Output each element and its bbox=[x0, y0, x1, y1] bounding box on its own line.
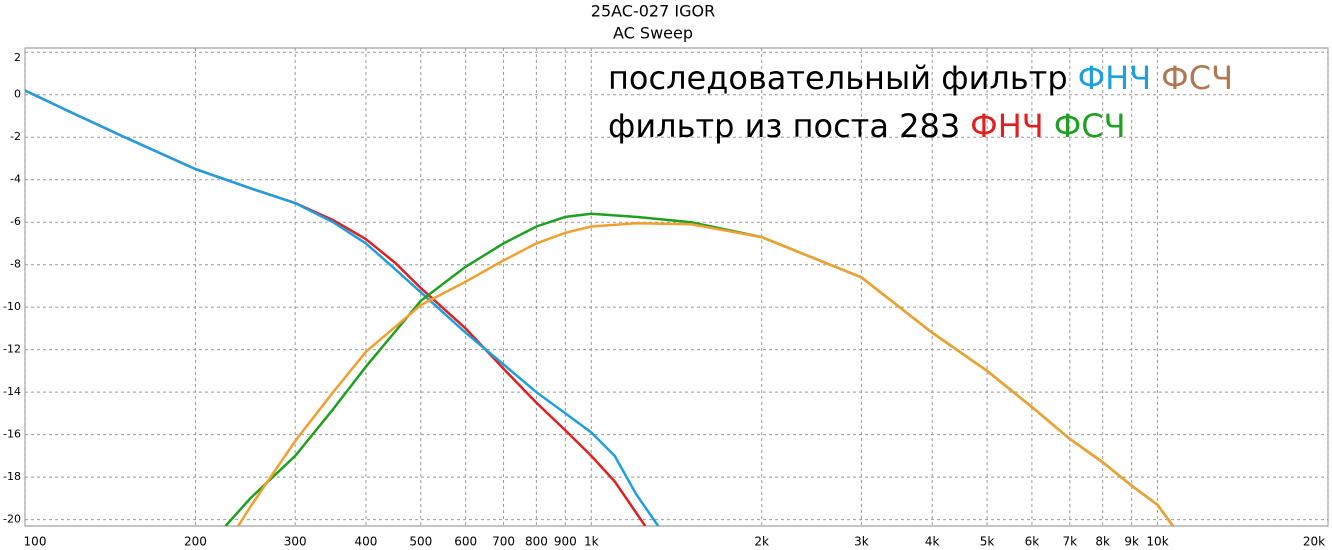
annotation: фильтр из поста 283 ФНЧ ФСЧ bbox=[608, 107, 1126, 145]
series-line bbox=[25, 89, 647, 526]
y-tick-label: 2 bbox=[14, 51, 21, 64]
series-line bbox=[25, 89, 660, 526]
chart-title: 25AC-027 IGOR bbox=[591, 2, 715, 21]
annotation-part: ФСЧ bbox=[1054, 107, 1126, 145]
series-line bbox=[237, 222, 1175, 526]
x-tick-label: 8k bbox=[1095, 535, 1110, 549]
y-tick-label: -12 bbox=[3, 343, 21, 356]
y-tick-label: -4 bbox=[10, 173, 21, 186]
x-tick-label: 700 bbox=[492, 535, 515, 549]
x-tick-label: 3k bbox=[854, 535, 869, 549]
x-tick-label: 800 bbox=[525, 535, 548, 549]
x-tick-label: 400 bbox=[354, 535, 377, 549]
x-tick-label: 20k bbox=[1303, 535, 1325, 549]
y-tick-label: -2 bbox=[10, 130, 21, 143]
x-tick-label: 1k bbox=[584, 535, 599, 549]
x-tick-label: 6k bbox=[1025, 535, 1040, 549]
x-tick-label: 10k bbox=[1146, 535, 1168, 549]
annotation: последовательный фильтр ФНЧ ФСЧ bbox=[608, 59, 1233, 97]
x-tick-label: 7k bbox=[1063, 535, 1078, 549]
annotation-part: ФНЧ bbox=[970, 107, 1044, 145]
x-tick-label: 900 bbox=[554, 535, 577, 549]
annotation-part: последовательный фильтр bbox=[608, 59, 1068, 97]
x-tick-label: 5k bbox=[980, 535, 995, 549]
x-tick-label: 300 bbox=[284, 535, 307, 549]
x-tick-label: 4k bbox=[925, 535, 940, 549]
y-tick-label: -10 bbox=[3, 300, 21, 313]
y-tick-label: -20 bbox=[3, 513, 21, 526]
x-tick-label: 2k bbox=[754, 535, 769, 549]
x-tick-label: 600 bbox=[454, 535, 477, 549]
annotation-part: ФСЧ bbox=[1161, 59, 1233, 97]
x-tick-label: 100 bbox=[24, 535, 47, 549]
x-tick-label: 200 bbox=[184, 535, 207, 549]
y-tick-label: -8 bbox=[10, 258, 21, 271]
y-tick-label: 0 bbox=[14, 88, 21, 101]
y-tick-label: -18 bbox=[3, 470, 21, 483]
annotation-part: фильтр из поста 283 bbox=[608, 107, 960, 145]
y-tick-label: -6 bbox=[10, 215, 21, 228]
plot-frame bbox=[24, 47, 1329, 527]
x-tick-label: 500 bbox=[409, 535, 432, 549]
y-tick-label: -14 bbox=[3, 385, 21, 398]
chart-subtitle: AC Sweep bbox=[613, 24, 693, 43]
series-line bbox=[224, 212, 1175, 526]
annotation-part: ФНЧ bbox=[1078, 59, 1152, 97]
x-tick-label: 9k bbox=[1124, 535, 1139, 549]
y-tick-label: -16 bbox=[3, 428, 21, 441]
